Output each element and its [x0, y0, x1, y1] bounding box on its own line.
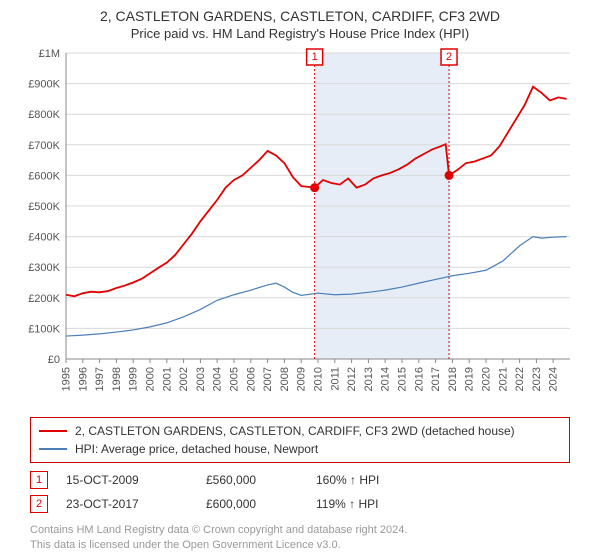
svg-text:1998: 1998	[111, 367, 123, 391]
svg-text:2007: 2007	[262, 367, 274, 391]
event-date: 15-OCT-2009	[66, 473, 206, 487]
event-hpi: 119% ↑ HPI	[316, 497, 570, 511]
svg-text:2015: 2015	[397, 367, 409, 391]
footnote-line: This data is licensed under the Open Gov…	[30, 538, 570, 553]
legend-row: 2, CASTLETON GARDENS, CASTLETON, CARDIFF…	[39, 422, 561, 440]
svg-text:2005: 2005	[229, 367, 241, 391]
svg-text:2002: 2002	[178, 367, 190, 391]
svg-text:1999: 1999	[128, 367, 140, 391]
svg-text:1995: 1995	[61, 367, 73, 391]
event-row: 1 15-OCT-2009£560,000160% ↑ HPI	[30, 471, 570, 489]
svg-text:£300K: £300K	[28, 262, 60, 274]
svg-text:2020: 2020	[481, 367, 493, 391]
svg-text:1: 1	[312, 51, 318, 63]
svg-text:2022: 2022	[514, 367, 526, 391]
svg-text:2001: 2001	[161, 367, 173, 391]
legend-label: 2, CASTLETON GARDENS, CASTLETON, CARDIFF…	[75, 424, 515, 438]
svg-text:2018: 2018	[447, 367, 459, 391]
svg-text:£1M: £1M	[39, 48, 60, 60]
svg-text:2017: 2017	[430, 367, 442, 391]
event-badge: 1	[30, 471, 48, 489]
svg-text:2012: 2012	[346, 367, 358, 391]
event-date: 23-OCT-2017	[66, 497, 206, 511]
svg-text:£600K: £600K	[28, 170, 60, 182]
svg-text:£400K: £400K	[28, 232, 60, 244]
svg-text:2003: 2003	[195, 367, 207, 391]
svg-text:2004: 2004	[212, 367, 224, 391]
svg-text:2: 2	[446, 51, 452, 63]
footnote-line: Contains HM Land Registry data © Crown c…	[30, 523, 570, 538]
events-list: 1 15-OCT-2009£560,000160% ↑ HPI 2 23-OCT-20…	[14, 471, 586, 513]
svg-text:2010: 2010	[313, 367, 325, 391]
svg-text:£900K: £900K	[28, 79, 60, 91]
svg-text:2000: 2000	[145, 367, 157, 391]
svg-text:2006: 2006	[245, 367, 257, 391]
svg-text:2016: 2016	[413, 367, 425, 391]
svg-text:£0: £0	[48, 354, 60, 366]
svg-text:£500K: £500K	[28, 201, 60, 213]
svg-text:2014: 2014	[380, 367, 392, 391]
svg-text:2024: 2024	[548, 367, 560, 391]
event-price: £560,000	[206, 473, 316, 487]
svg-text:2011: 2011	[329, 367, 341, 391]
event-hpi: 160% ↑ HPI	[316, 473, 570, 487]
legend: 2, CASTLETON GARDENS, CASTLETON, CARDIFF…	[30, 417, 570, 463]
svg-text:1997: 1997	[94, 367, 106, 391]
svg-text:2021: 2021	[497, 367, 509, 391]
event-price: £600,000	[206, 497, 316, 511]
legend-swatch	[39, 448, 67, 450]
page-title: 2, CASTLETON GARDENS, CASTLETON, CARDIFF…	[14, 8, 586, 24]
svg-text:1996: 1996	[77, 367, 89, 391]
svg-text:2023: 2023	[531, 367, 543, 391]
price-chart: £0 £100K £200K £300K £400K £500K £600K £700K £80…	[20, 47, 580, 407]
svg-text:£700K: £700K	[28, 140, 60, 152]
footnote: Contains HM Land Registry data © Crown c…	[30, 523, 570, 553]
event-badge: 2	[30, 495, 48, 513]
svg-text:2019: 2019	[464, 367, 476, 391]
event-row: 2 23-OCT-2017£600,000119% ↑ HPI	[30, 495, 570, 513]
legend-row: HPI: Average price, detached house, Newp…	[39, 440, 561, 458]
legend-swatch	[39, 430, 67, 432]
svg-text:£800K: £800K	[28, 109, 60, 121]
svg-text:£200K: £200K	[28, 293, 60, 305]
page-subtitle: Price paid vs. HM Land Registry's House …	[14, 26, 586, 41]
svg-text:2009: 2009	[296, 367, 308, 391]
svg-text:2013: 2013	[363, 367, 375, 391]
legend-label: HPI: Average price, detached house, Newp…	[75, 442, 318, 456]
svg-text:2008: 2008	[279, 367, 291, 391]
svg-text:£100K: £100K	[28, 323, 60, 335]
